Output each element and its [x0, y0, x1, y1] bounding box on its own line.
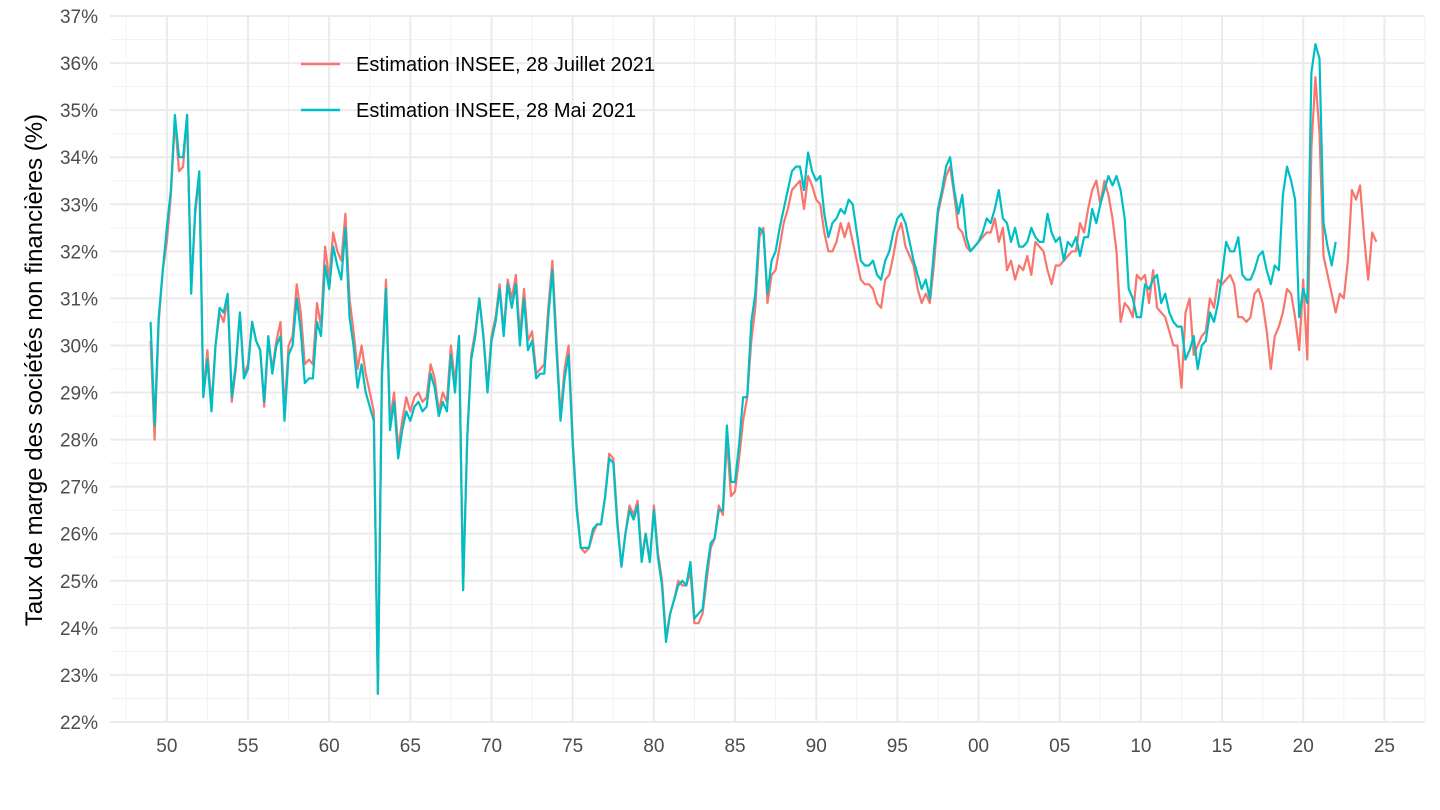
x-tick-label: 05: [1049, 736, 1070, 757]
x-tick-label: 65: [400, 736, 421, 757]
y-tick-label: 24%: [60, 619, 98, 640]
y-tick-label: 37%: [60, 7, 98, 28]
y-tick-label: 33%: [60, 195, 98, 216]
y-tick-label: 34%: [60, 148, 98, 169]
x-tick-label: 10: [1130, 736, 1151, 757]
y-tick-label: 31%: [60, 289, 98, 310]
y-axis-title: Taux de marge des sociétés non financièr…: [21, 114, 48, 626]
legend: Estimation INSEE, 28 Juillet 2021 Estima…: [301, 54, 655, 122]
series-line-1: [149, 43, 1337, 695]
x-tick-label: 00: [968, 736, 989, 757]
y-tick-label: 30%: [60, 336, 98, 357]
x-tick-label: 70: [481, 736, 502, 757]
grid-minor: [110, 16, 1426, 722]
x-tick-label: 50: [156, 736, 177, 757]
series-lines: [149, 43, 1378, 695]
x-tick-label: 90: [806, 736, 827, 757]
grid-major: [110, 15, 1425, 723]
x-tick-label: 55: [237, 736, 258, 757]
y-tick-label: 36%: [60, 54, 98, 75]
x-tick-label: 85: [724, 736, 745, 757]
y-tick-label: 23%: [60, 666, 98, 687]
y-tick-label: 35%: [60, 101, 98, 122]
x-tick-label: 60: [319, 736, 340, 757]
legend-label-series-0: Estimation INSEE, 28 Juillet 2021: [356, 54, 655, 76]
y-axis-tick-labels: 22% 23% 24% 25% 26% 27% 28% 29% 30% 31% 32% 33% 34% 3…: [60, 7, 98, 734]
x-tick-label: 80: [643, 736, 664, 757]
y-tick-label: 27%: [60, 478, 98, 499]
legend-label-series-1: Estimation INSEE, 28 Mai 2021: [356, 100, 636, 122]
y-tick-label: 26%: [60, 525, 98, 546]
x-tick-label: 20: [1293, 736, 1314, 757]
series-line-0: [149, 76, 1378, 695]
x-axis-tick-labels: 50 55 60 65 70 75 80 85 90 95 00 05 10 15 20 25: [156, 736, 1395, 757]
y-tick-label: 22%: [60, 713, 98, 734]
x-tick-label: 75: [562, 736, 583, 757]
y-tick-label: 29%: [60, 384, 98, 405]
x-tick-label: 95: [887, 736, 908, 757]
x-tick-label: 15: [1211, 736, 1232, 757]
y-tick-label: 28%: [60, 431, 98, 452]
y-tick-label: 32%: [60, 242, 98, 263]
x-tick-label: 25: [1374, 736, 1395, 757]
y-tick-label: 25%: [60, 572, 98, 593]
